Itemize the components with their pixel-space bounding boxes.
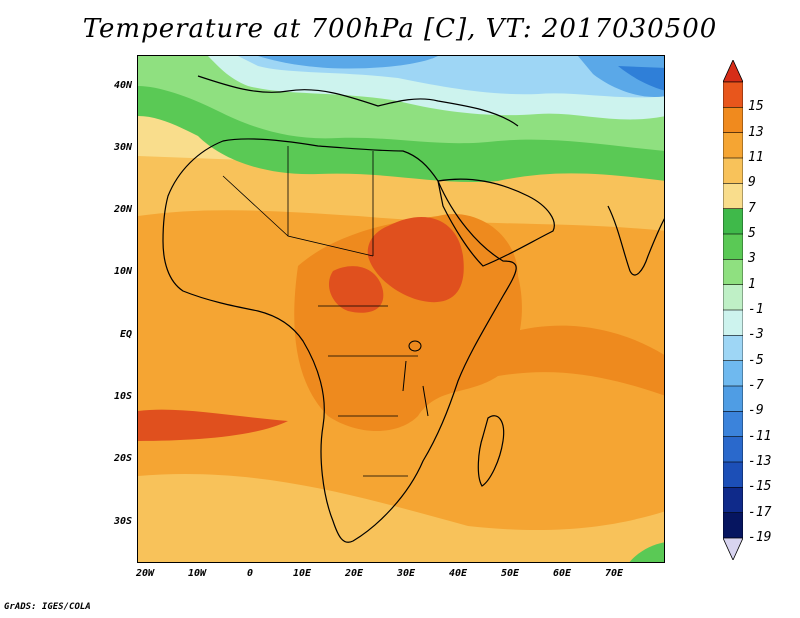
colorbar-tick-label: 15 xyxy=(748,99,764,115)
colorbar-tick-label: -9 xyxy=(748,403,764,419)
lat-label-10s: 10S xyxy=(113,391,132,402)
europe-coastline xyxy=(197,75,519,127)
lon-label-40e: 40E xyxy=(448,568,468,579)
country-borders xyxy=(222,146,418,477)
colorbar-tick-label: 3 xyxy=(748,251,756,267)
colorbar-swatch xyxy=(723,411,743,438)
colorbar-swatch xyxy=(723,81,743,109)
arabian-peninsula-outline xyxy=(437,178,555,267)
colorbar-bottom-arrow xyxy=(723,537,743,560)
rift-lakes xyxy=(402,360,429,417)
madagascar-outline xyxy=(477,415,505,487)
colorbar-swatch xyxy=(723,132,743,159)
colorbar-swatch xyxy=(723,157,743,185)
lat-label-30s: 30S xyxy=(113,516,132,527)
colorbar-swatch xyxy=(723,208,743,235)
colorbar-tick-label: 1 xyxy=(748,276,756,292)
colorbar-tick-label: -19 xyxy=(748,530,772,545)
temperature-map xyxy=(137,55,665,563)
blue-patch-east xyxy=(578,56,664,97)
hot-spot-ethiopia xyxy=(367,217,464,303)
southern-cool-band xyxy=(138,474,664,562)
colorbar-top-arrow xyxy=(723,60,743,83)
lat-label-30n: 30N xyxy=(113,142,132,153)
blue-patch-west xyxy=(258,56,438,69)
map-title: Temperature at 700hPa [C], VT: 201703050… xyxy=(82,14,718,44)
lake-victoria xyxy=(408,340,422,352)
colorbar-tick-label: -1 xyxy=(748,302,764,317)
lon-label-20e: 20E xyxy=(344,568,364,579)
colorbar-swatch xyxy=(723,233,743,261)
hot-spot-sudan xyxy=(328,266,384,313)
india-outline xyxy=(607,205,664,276)
lon-label-20w: 20W xyxy=(135,568,155,579)
lat-label-eq: EQ xyxy=(119,329,132,340)
colorbar-tick-label: -7 xyxy=(748,378,764,393)
colorbar-tick-label: -5 xyxy=(748,352,764,368)
lat-label-10n: 10N xyxy=(113,266,132,277)
lon-label-50e: 50E xyxy=(500,568,520,579)
lat-label-20n: 20N xyxy=(113,204,132,215)
colorbar-swatch xyxy=(723,309,743,337)
deep-blue-patch xyxy=(618,66,664,91)
lon-label-10e: 10E xyxy=(292,568,312,579)
colorbar-tick-label: 5 xyxy=(748,226,756,241)
colorbar-tick-label: -17 xyxy=(748,504,772,520)
africa-coastline xyxy=(162,138,517,543)
lat-label-20s: 20S xyxy=(113,453,132,464)
colorbar-swatch xyxy=(723,512,743,539)
lat-label-40n: 40N xyxy=(113,80,132,91)
lon-label-60e: 60E xyxy=(552,568,572,579)
colorbar-swatch xyxy=(723,259,743,286)
warm-indian-ocean xyxy=(498,325,664,396)
colorbar-swatch xyxy=(723,360,743,387)
colorbar-tick-label: 9 xyxy=(748,175,756,191)
colorbar-tick-label: -11 xyxy=(748,428,772,444)
colorbar-swatch xyxy=(723,487,743,514)
colorbar-swatch xyxy=(723,284,743,311)
colorbar-swatch xyxy=(723,335,743,362)
colorbar-tick-label: 13 xyxy=(748,124,764,140)
colorbar-tick-label: -15 xyxy=(748,479,772,495)
lon-label-70e: 70E xyxy=(604,568,624,579)
grads-credit: GrADS: IGES/COLA xyxy=(4,602,91,612)
colorbar-tick-label: 11 xyxy=(748,150,764,165)
colorbar-tick-label: 7 xyxy=(748,200,756,216)
map-canvas xyxy=(138,56,664,562)
colorbar-swatch xyxy=(723,461,743,489)
colorbar-tick-label: -3 xyxy=(748,327,764,343)
hot-spot-atlantic xyxy=(138,409,288,441)
lon-label-10w: 10W xyxy=(187,568,207,579)
colorbar-swatch xyxy=(723,183,743,210)
colorbar xyxy=(723,60,743,560)
green-corner-south-east xyxy=(629,542,664,562)
colorbar-swatch xyxy=(723,436,743,463)
colorbar-tick-label: -13 xyxy=(748,454,772,469)
lon-label-30e: 30E xyxy=(396,568,416,579)
lon-label-0: 0 xyxy=(246,568,254,579)
colorbar-swatch xyxy=(723,107,743,134)
colorbar-swatch xyxy=(723,385,743,413)
